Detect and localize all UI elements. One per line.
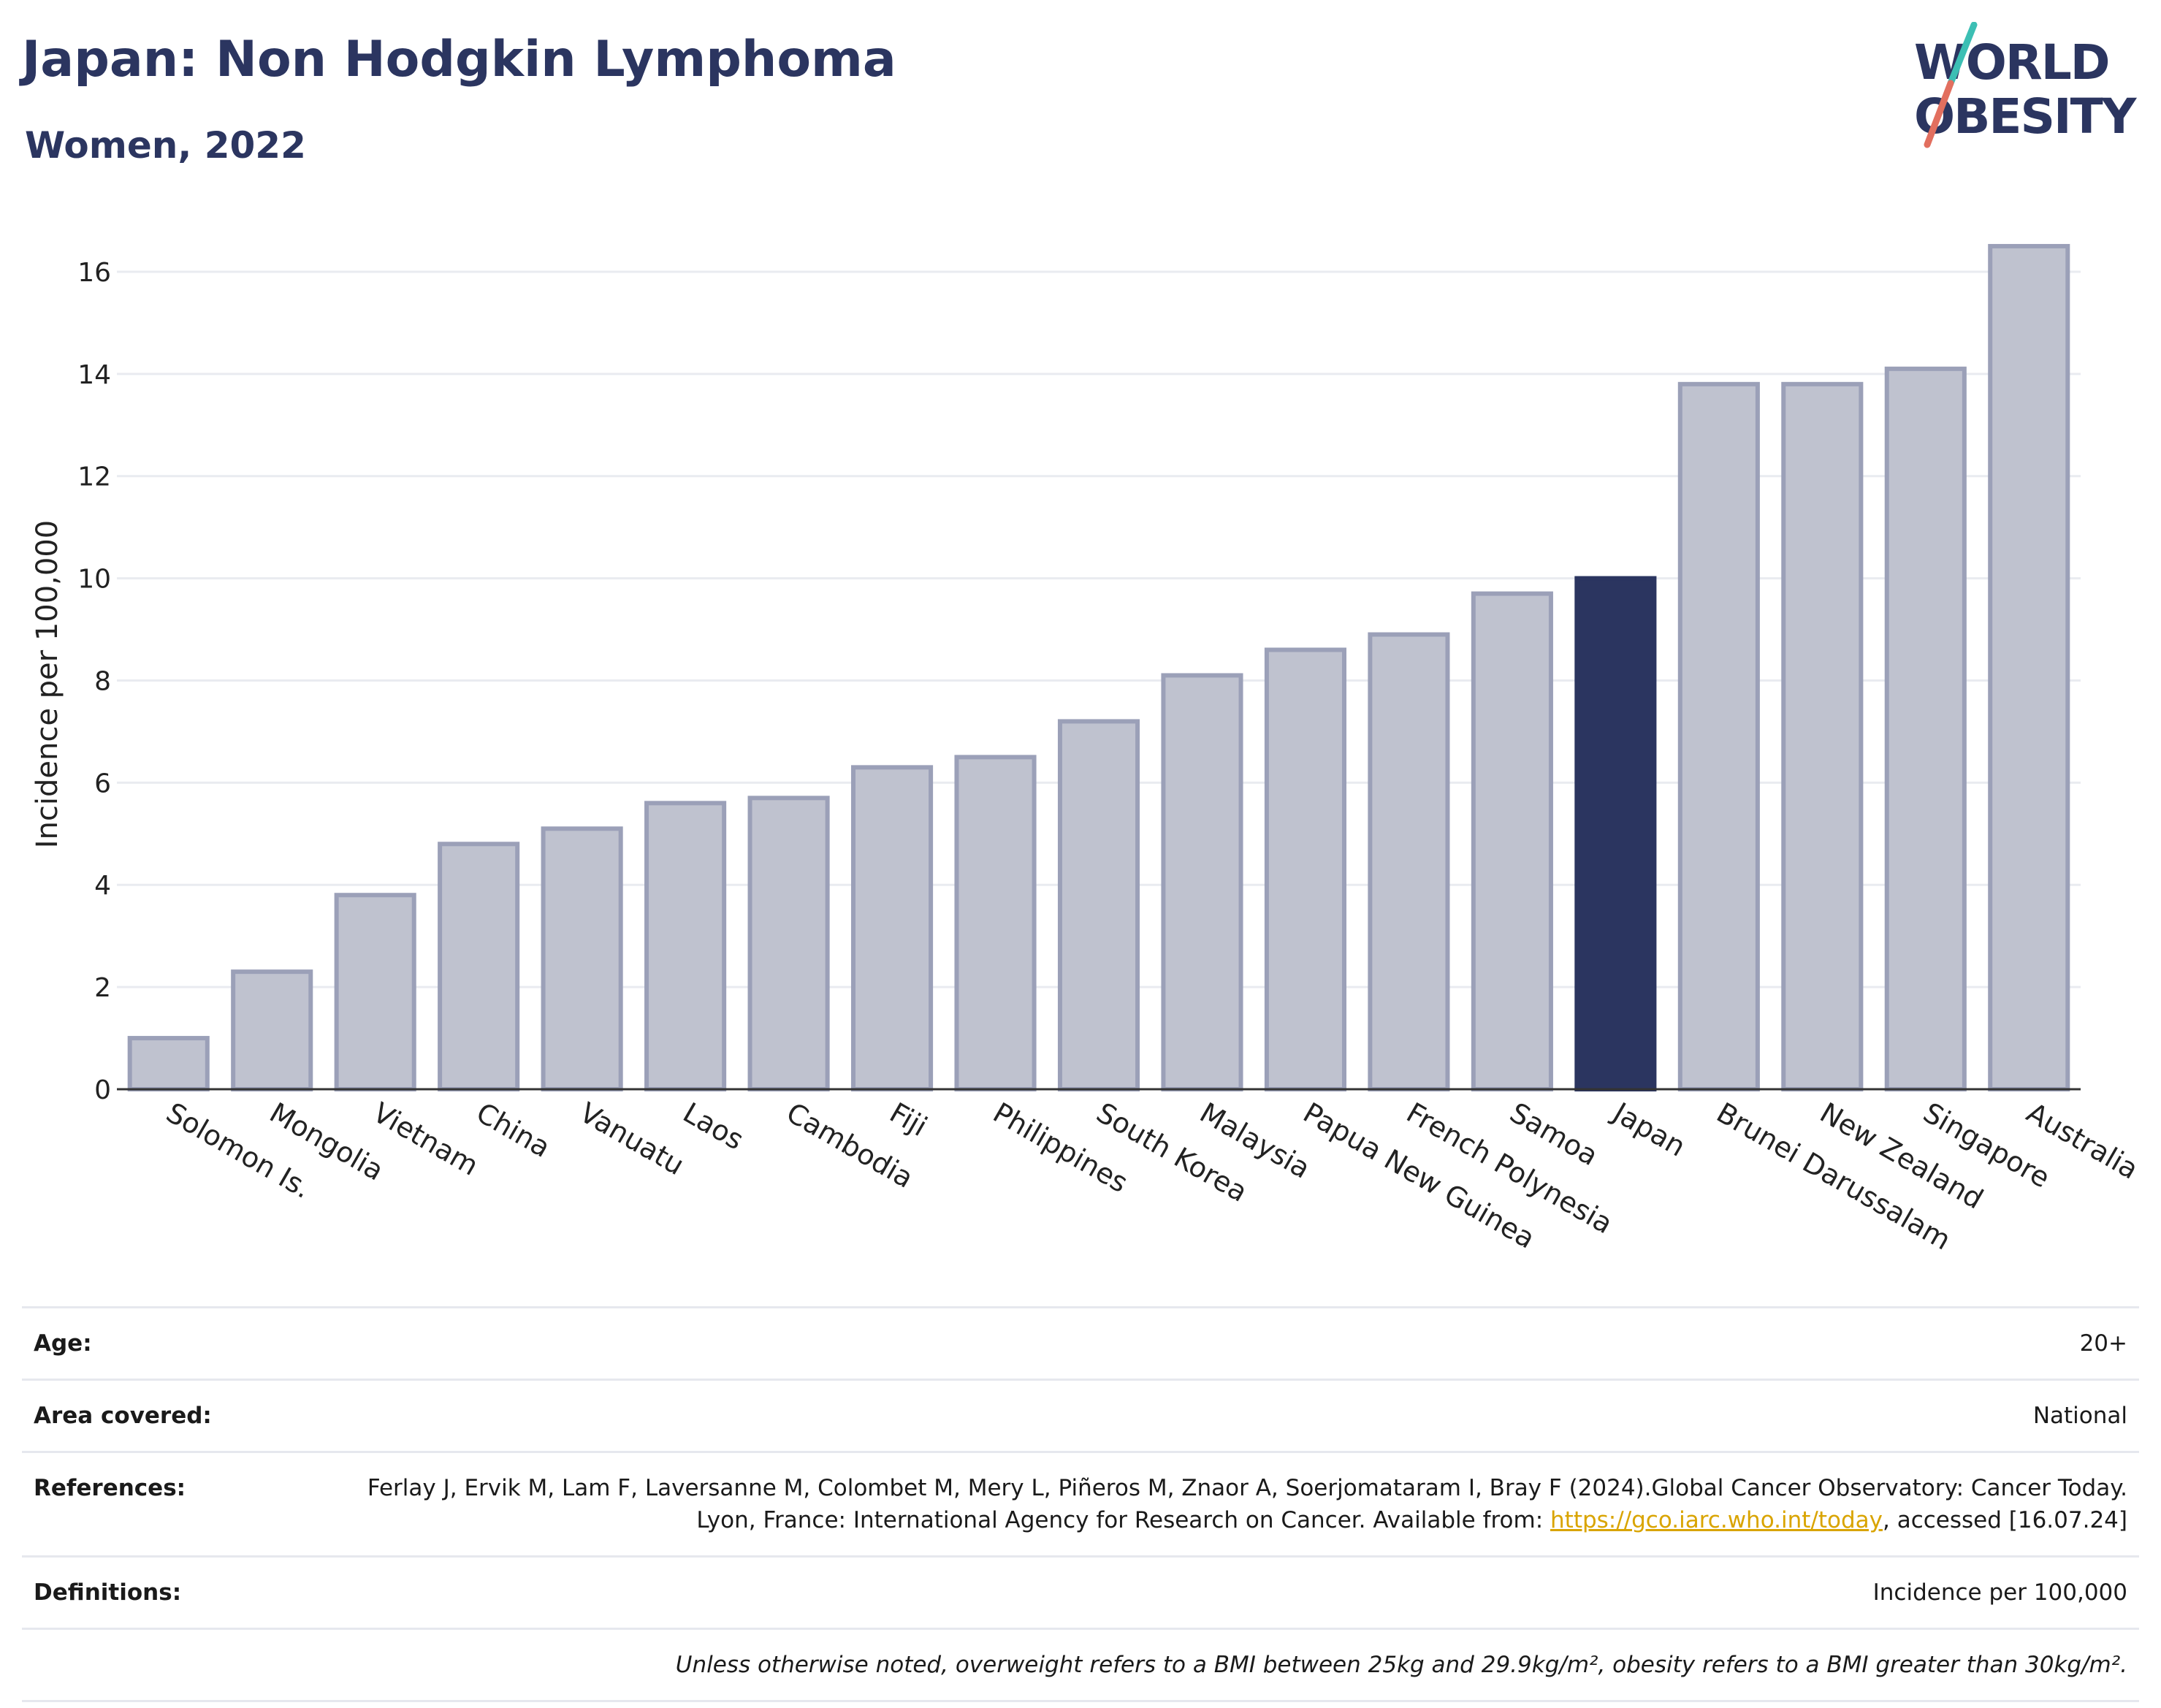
bar [127, 1036, 210, 1092]
definitions-value: Incidence per 100,000 [1872, 1579, 2127, 1606]
info-row-definitions: Definitions: Incidence per 100,000 [22, 1555, 2139, 1628]
bar [1677, 381, 1760, 1091]
page-subtitle: Women, 2022 [25, 124, 306, 167]
x-tick-label: Fiji [885, 1097, 933, 1143]
info-row-area: Area covered: National [22, 1379, 2139, 1451]
y-tick-label: 0 [94, 1075, 111, 1105]
references-label: References: [34, 1475, 186, 1501]
references-text: Ferlay J, Ervik M, Lam F, Laversanne M, … [367, 1475, 2127, 1533]
logo-text-world: WORLD [1914, 34, 2109, 91]
bar [1057, 719, 1140, 1091]
bar [231, 969, 313, 1091]
bar [1884, 366, 1967, 1091]
y-tick-label: 6 [94, 769, 111, 798]
world-obesity-logo: WORLD OBESITY [1914, 22, 2139, 148]
bar [644, 801, 727, 1092]
bar [334, 893, 416, 1091]
age-label: Age: [34, 1330, 92, 1357]
references-link[interactable]: https://gco.iarc.who.int/today [1550, 1507, 1883, 1533]
bar [1574, 576, 1657, 1091]
bar [1988, 243, 2070, 1091]
area-value: National [2032, 1403, 2127, 1429]
bar [1161, 673, 1243, 1091]
y-tick-label: 10 [77, 565, 111, 595]
info-row-age: Age: 20+ [22, 1306, 2139, 1379]
bar [438, 842, 520, 1091]
bar [1781, 381, 1864, 1091]
x-tick-label: Japan [1607, 1096, 1691, 1163]
y-tick-label: 4 [94, 871, 111, 901]
logo-text-obesity: OBESITY [1914, 88, 2138, 145]
bar [747, 796, 830, 1092]
definitions-label: Definitions: [34, 1579, 182, 1606]
info-table: Age: 20+ Area covered: National Referenc… [22, 1306, 2139, 1702]
bar [1471, 591, 1553, 1091]
y-tick-label: 8 [94, 666, 111, 696]
bar [541, 826, 623, 1092]
y-tick-label: 12 [77, 462, 111, 492]
bar [954, 755, 1037, 1091]
x-tick-label: Vietnam [367, 1097, 484, 1182]
info-row-note: Unless otherwise noted, overweight refer… [22, 1628, 2139, 1702]
page-title: Japan: Non Hodgkin Lymphoma [22, 31, 896, 88]
references-value: Ferlay J, Ervik M, Lam F, Laversanne M, … [301, 1472, 2127, 1536]
logo-slash-teal [1947, 22, 1978, 87]
bar [1368, 632, 1450, 1091]
y-tick-label: 16 [77, 258, 111, 288]
x-tick-label: Laos [678, 1097, 750, 1156]
info-row-references: References: Ferlay J, Ervik M, Lam F, La… [22, 1451, 2139, 1555]
age-value: 20+ [2079, 1330, 2127, 1357]
bar [851, 765, 934, 1092]
y-axis-label: Incidence per 100,000 [31, 520, 64, 849]
y-tick-label: 14 [77, 360, 111, 390]
x-tick-label: Vanuatu [574, 1097, 690, 1181]
references-accessed: , accessed [16.07.24] [1882, 1507, 2127, 1533]
y-tick-label: 2 [94, 973, 111, 1003]
bmi-note: Unless otherwise noted, overweight refer… [675, 1652, 2127, 1678]
bar [1264, 647, 1347, 1091]
logo-slash-coral [1924, 80, 1954, 148]
area-label: Area covered: [34, 1403, 212, 1429]
